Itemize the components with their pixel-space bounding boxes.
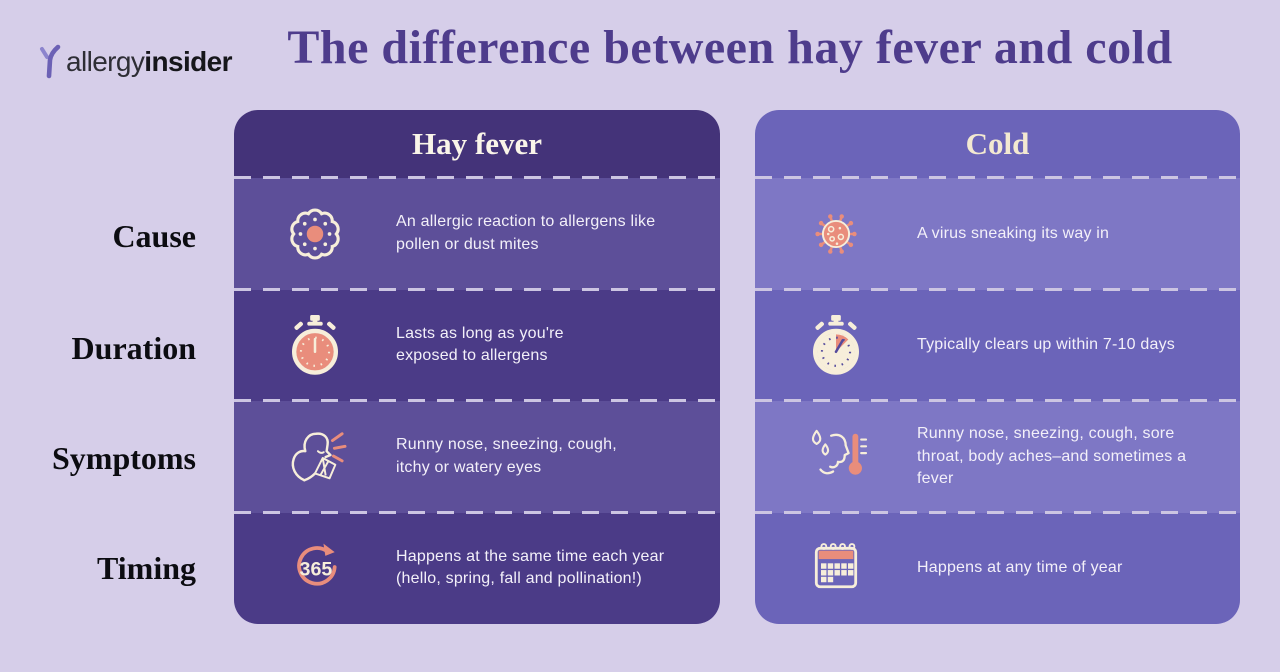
hay-fever-card-title: Hay fever [412,126,542,161]
calendar-icon [814,543,858,589]
cold-duration-row: Typically clears up within 7-10 days [755,287,1240,401]
hay-fever-duration-text: Lasts as long as you're exposed to aller… [396,324,564,365]
hay-fever-symptoms-text: Runny nose, sneezing, cough, itchy or wa… [396,436,617,476]
hay-fever-cause-row: An allergic reaction to allergens like p… [234,176,720,290]
pollen-icon [290,208,340,260]
cold-cause-text: A virus sneaking its way in [917,224,1110,242]
virus-icon [815,213,857,254]
365-cycle-icon: 365 [297,543,337,586]
cold-card: Cold [755,110,1240,624]
allergy-insider-logo-icon [40,44,61,79]
cold-symptoms-row: Runny nose, sneezing, cough, sore throat… [755,399,1240,513]
cold-symptoms-icon-box [755,426,917,488]
cold-timing-row: Happens at any time of year [755,510,1240,624]
hay-fever-symptoms-icon-box [234,426,396,488]
row-label-duration: Duration [71,330,196,366]
cold-card-header: Cold [755,110,1240,178]
brand-name-light: allergy [66,46,145,77]
hay-fever-timing-text: Happens at the same time each year (hell… [396,547,665,588]
hay-fever-timing-icon-box: 365 [234,538,396,598]
page-title: The difference between hay fever and col… [287,21,1173,74]
row-label-symptoms: Symptoms [51,440,196,476]
stopwatch-icon [291,315,339,376]
hay-fever-cause-icon-box [234,203,396,265]
cold-timing-text: Happens at any time of year [917,559,1123,577]
sneezing-thermometer-icon [811,429,868,475]
cold-symptoms-text: Runny nose, sneezing, cough, sore throat… [917,425,1187,487]
hay-fever-card: Hay fever An allergic reaction to allerg… [234,110,720,624]
cold-duration-text: Typically clears up within 7-10 days [917,336,1175,354]
row-label-timing: Timing [97,550,196,586]
cold-duration-icon-box [755,312,917,378]
cold-cause-row: A virus sneaking its way in [755,176,1240,290]
hay-fever-cause-text: An allergic reaction to allergens like p… [396,213,656,253]
365-label: 365 [300,559,333,581]
brand-name: allergyinsider [66,46,233,78]
brand-name-bold: insider [144,46,232,77]
cold-card-title: Cold [965,126,1030,161]
brand-logo[interactable]: allergyinsider [36,42,233,82]
hay-fever-duration-icon-box [234,312,396,378]
hay-fever-symptoms-row: Runny nose, sneezing, cough, itchy or wa… [234,399,720,513]
cold-timing-icon-box [755,538,917,598]
row-label-cause: Cause [112,218,196,254]
sneezing-face-icon [291,432,347,482]
cold-cause-icon-box [755,203,917,265]
hay-fever-duration-row: Lasts as long as you're exposed to aller… [234,287,720,401]
hay-fever-timing-row: 365 Happens at the same time each year (… [234,510,720,624]
hay-fever-card-header: Hay fever [234,110,720,178]
stopwatch-wedge-icon [812,315,860,376]
